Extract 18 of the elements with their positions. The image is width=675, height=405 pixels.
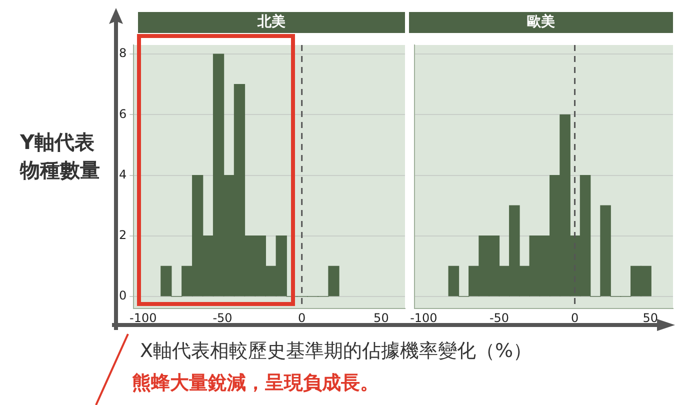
y-tick-label: 4 xyxy=(118,167,127,182)
x-tick-label: -100 xyxy=(130,310,157,325)
x-tick-label: -50 xyxy=(212,310,232,325)
y-tick-label: 0 xyxy=(118,288,127,303)
x-tick-label: 0 xyxy=(570,310,579,325)
x-tick-label: -50 xyxy=(489,310,510,325)
chart-title: 北美 xyxy=(138,12,405,33)
x-tick-label: 50 xyxy=(642,310,658,325)
text: 熊蜂大量銳減，呈現負成長。 xyxy=(132,371,379,396)
x-tick-label: -100 xyxy=(410,310,438,325)
x-tick-label: 0 xyxy=(298,310,306,325)
y-tick-label: 2 xyxy=(118,228,127,242)
chart-title: 歐美 xyxy=(409,12,673,33)
y-axis-title: Y軸代表物種數量 xyxy=(20,129,101,184)
y-tick-label: 6 xyxy=(118,106,127,121)
x-axis-title: X軸代表相較歷史基準期的佔據機率變化（%） xyxy=(140,339,532,364)
y-tick-label: 8 xyxy=(118,46,127,60)
x-tick-label: 50 xyxy=(374,310,389,325)
